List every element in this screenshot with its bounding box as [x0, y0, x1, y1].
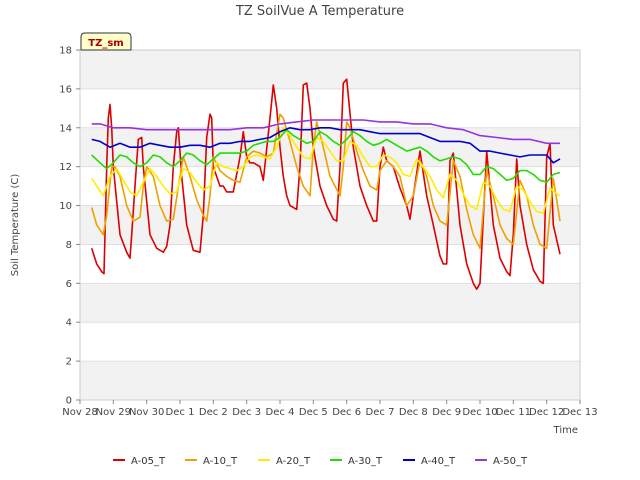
x-tick-label: Dec 4	[266, 407, 295, 418]
y-axis-ticks: 0 2 4 6 8 10 12 14 16 18	[59, 46, 80, 407]
x-tick-label: Nov 29	[96, 407, 131, 418]
x-tick-label: Dec 13	[562, 407, 597, 418]
x-tick-label: Dec 11	[496, 407, 531, 418]
y-tick-label: 2	[66, 357, 72, 368]
y-tick-label: 8	[66, 240, 72, 251]
x-tick-label: Dec 7	[366, 407, 395, 418]
legend-label: A-05_T	[131, 456, 166, 467]
x-tick-label: Dec 3	[232, 407, 261, 418]
legend-label: A-50_T	[493, 456, 528, 467]
x-tick-label: Dec 1	[166, 407, 195, 418]
x-tick-label: Dec 9	[432, 407, 461, 418]
series-line-a-30-t	[91, 128, 561, 183]
series-line-a-20-t	[91, 127, 561, 215]
grid-band	[80, 361, 580, 400]
x-tick-label: Dec 10	[462, 407, 497, 418]
x-tick-label: Dec 12	[529, 407, 564, 418]
series-lines	[90, 78, 561, 291]
series-line-a-50-t	[91, 119, 560, 145]
legend-label: A-10_T	[203, 456, 238, 467]
x-tick-label: Nov 30	[129, 407, 164, 418]
grid-band	[80, 283, 580, 323]
y-tick-label: 18	[59, 46, 72, 57]
y-tick-label: 6	[66, 279, 72, 290]
grid-band	[80, 50, 580, 89]
y-tick-label: 0	[66, 396, 72, 407]
legend-label: A-30_T	[348, 456, 383, 467]
legend-label: A-40_T	[421, 456, 456, 467]
x-axis-label: Time	[553, 425, 578, 436]
x-tick-label: Dec 8	[399, 407, 428, 418]
x-tick-label: Dec 6	[332, 407, 361, 418]
x-tick-label: Dec 2	[199, 407, 228, 418]
series-line-a-05-t	[90, 78, 561, 291]
series-line-a-40-t	[91, 127, 561, 164]
y-tick-label: 14	[59, 123, 72, 134]
tag-box-background	[80, 32, 132, 51]
tag-box: TZ_sm	[80, 32, 132, 51]
y-tick-label: 10	[59, 201, 72, 212]
grid-band	[80, 127, 580, 167]
y-tick-label: 4	[66, 318, 72, 329]
legend-label: A-20_T	[276, 456, 311, 467]
x-tick-label: Nov 28	[62, 407, 97, 418]
x-tick-label: Dec 5	[299, 407, 328, 418]
y-tick-label: 12	[59, 162, 72, 173]
y-axis-label: Soil Temperature (C)	[10, 174, 21, 277]
plot-frame	[79, 49, 581, 401]
chart-title: TZ SoilVue A Temperature	[235, 4, 404, 19]
grid-bands	[80, 50, 580, 400]
tag-label: TZ_sm	[88, 38, 123, 49]
y-tick-label: 16	[59, 84, 72, 95]
legend: A-05_T A-10_T A-20_T A-30_T A-40_T A-50_T	[113, 456, 528, 467]
